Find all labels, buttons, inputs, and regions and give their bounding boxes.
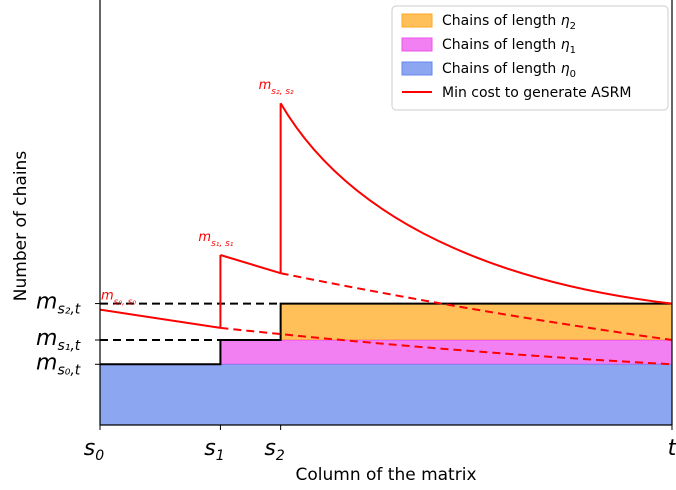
legend-box xyxy=(391,5,669,111)
y-tick-label-ms0t: ms₀,t xyxy=(36,350,81,378)
x-tick-label-t: t xyxy=(668,436,676,461)
annotations: ms₀, s₀ ms₁, s₁ ms₂, s₂ xyxy=(101,78,294,307)
legend-label-3: Min cost to generate ASRM xyxy=(442,85,631,101)
area-0 xyxy=(100,364,672,425)
area-1 xyxy=(220,340,672,365)
axes xyxy=(99,0,673,426)
x-tick-label-s2: s2 xyxy=(264,436,284,464)
legend-swatch-1 xyxy=(401,37,433,52)
annotation-a2: ms₂, s₂ xyxy=(259,78,294,97)
annotation-a1: ms₁, s₁ xyxy=(198,230,233,249)
cost-dashed-tail-1 xyxy=(280,272,673,341)
legend-label-1: Chains of length η1 xyxy=(442,37,576,56)
x-axis-title: Column of the matrix xyxy=(295,465,476,485)
legend-swatch-0 xyxy=(401,13,433,28)
x-tick-label-s1: s1 xyxy=(204,436,224,464)
cost-segment-2 xyxy=(220,254,281,275)
step-line xyxy=(100,302,672,366)
annotation-a0: ms₀, s₀ xyxy=(101,289,136,308)
dashed-reference-lines xyxy=(100,302,281,341)
y-tick-label-ms2t: ms₂,t xyxy=(36,290,81,318)
step-outline xyxy=(100,302,672,366)
legend: Chains of length η2 Chains of length η1 Ch… xyxy=(391,5,669,111)
legend-swatch-2 xyxy=(401,61,433,76)
legend-label-2: Chains of length η0 xyxy=(442,61,576,80)
legend-label-0: Chains of length η2 xyxy=(442,13,576,32)
cost-decay-curve xyxy=(279,102,673,305)
cost-segment-0 xyxy=(99,308,221,329)
y-axis-title: Number of chains xyxy=(11,151,31,302)
y-tick-label-ms1t: ms₁,t xyxy=(36,326,81,354)
min-cost-curve xyxy=(99,102,673,366)
x-tick-labels: s0 s1 s2 t xyxy=(84,425,676,464)
cost-dashed-tail-0 xyxy=(220,326,673,366)
x-tick-label-s0: s0 xyxy=(84,436,104,464)
